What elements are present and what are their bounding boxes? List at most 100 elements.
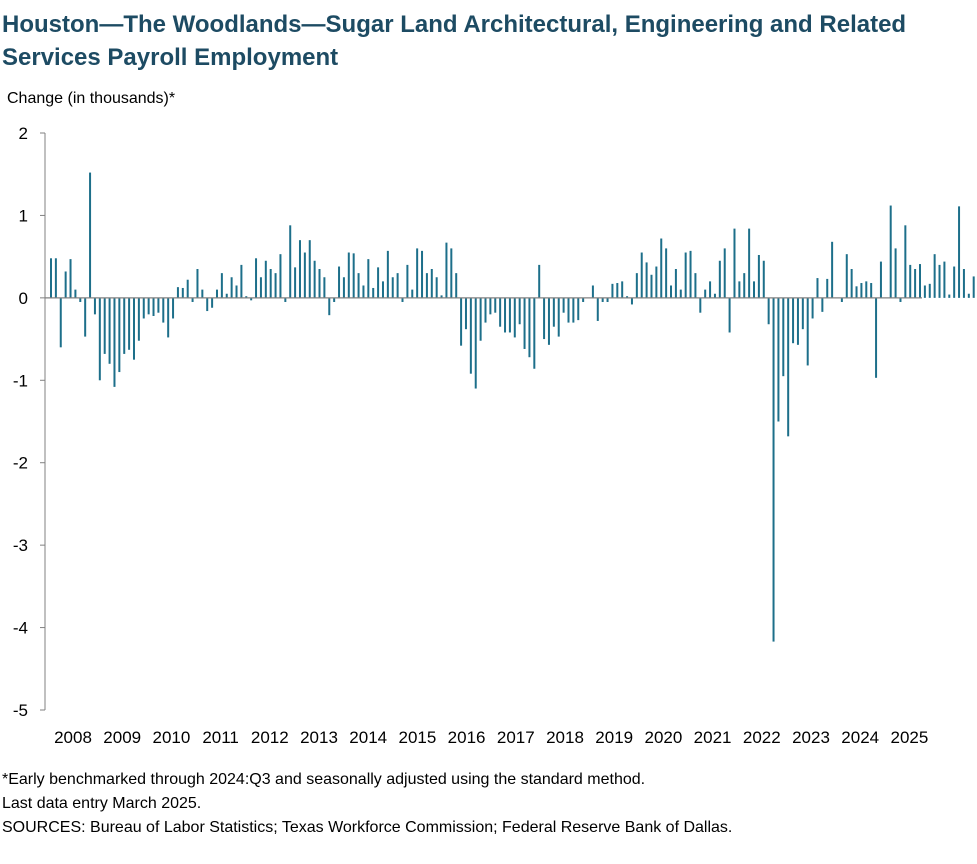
bar	[245, 296, 248, 298]
bar	[240, 264, 243, 298]
bar	[748, 228, 751, 298]
bar	[357, 273, 360, 298]
y-tick-label: -2	[13, 454, 28, 473]
bar	[904, 225, 907, 298]
bar	[176, 287, 179, 298]
bar	[416, 248, 419, 298]
bar	[972, 276, 975, 298]
bar	[606, 297, 609, 302]
bar	[347, 252, 350, 298]
bar	[840, 297, 843, 302]
bar	[255, 258, 258, 298]
bar	[723, 248, 726, 298]
bar	[181, 287, 184, 298]
bar	[352, 253, 355, 298]
bar	[899, 297, 902, 302]
bar	[303, 252, 306, 298]
bar	[225, 293, 228, 298]
bar	[132, 297, 135, 360]
x-tick-label: 2008	[54, 728, 92, 747]
bar	[279, 254, 282, 298]
chart-notes: *Early benchmarked through 2024:Q3 and s…	[2, 768, 732, 840]
y-axis: 2 1 0 -1 -2 -3 -4 -5	[13, 124, 46, 720]
bar	[250, 297, 253, 301]
x-tick-label: 2013	[300, 728, 338, 747]
bar	[738, 281, 741, 298]
bar	[206, 297, 209, 312]
bar	[367, 259, 370, 298]
bar	[938, 264, 941, 298]
bar	[684, 252, 687, 298]
bar-series	[45, 172, 975, 642]
bar	[577, 297, 580, 321]
bar	[670, 285, 673, 298]
bar	[967, 293, 970, 298]
bar	[308, 240, 311, 298]
bar	[552, 297, 555, 327]
bar	[342, 277, 345, 298]
bar	[338, 266, 341, 298]
bar	[616, 283, 619, 298]
bar	[123, 297, 126, 354]
bar	[635, 273, 638, 298]
bar	[381, 281, 384, 298]
x-tick-label: 2011	[202, 728, 239, 747]
y-tick-label: -5	[13, 701, 28, 720]
bar	[699, 297, 702, 313]
bar	[196, 269, 199, 298]
bar	[792, 297, 795, 344]
bar	[259, 277, 262, 298]
bar	[284, 297, 287, 302]
x-axis: 2008 2009 2010 2011 2012 2013 2014 2015 2016 2017…	[54, 728, 928, 747]
bar	[440, 295, 443, 298]
sources-note: SOURCES: Bureau of Labor Statistics; Tex…	[2, 819, 733, 836]
bar	[660, 238, 663, 298]
bar	[630, 297, 633, 305]
bar	[694, 273, 697, 298]
bar	[582, 297, 585, 302]
y-tick-label: 1	[19, 206, 28, 225]
bar	[421, 250, 424, 298]
bar	[572, 297, 575, 323]
bar	[201, 289, 204, 298]
bar	[919, 264, 921, 298]
bar	[430, 269, 433, 298]
bar	[108, 297, 111, 364]
bar	[235, 285, 238, 298]
bar	[728, 297, 731, 333]
bar	[533, 297, 536, 369]
bar	[323, 277, 326, 298]
bar	[591, 285, 594, 298]
bar	[142, 297, 145, 319]
bar	[865, 281, 868, 298]
bar	[445, 242, 448, 298]
bar	[826, 278, 829, 298]
x-tick-label: 2010	[152, 728, 190, 747]
bar	[59, 297, 62, 348]
bar	[757, 254, 760, 298]
y-axis-label: Change (in thousands)*	[7, 90, 176, 107]
bar	[704, 289, 707, 298]
bar	[953, 266, 956, 298]
bar	[782, 297, 785, 377]
bar	[50, 258, 52, 298]
bar	[494, 297, 497, 313]
bar	[386, 250, 389, 298]
bar	[875, 297, 878, 378]
bar	[211, 297, 214, 308]
x-tick-label: 2020	[644, 728, 682, 747]
bar	[958, 206, 961, 298]
bar	[767, 297, 770, 325]
x-tick-label: 2017	[497, 728, 535, 747]
x-tick-label: 2021	[694, 728, 732, 747]
bar	[425, 273, 428, 298]
y-tick-label: -4	[13, 619, 28, 638]
bar	[787, 297, 790, 437]
bar	[640, 252, 643, 298]
bar	[162, 297, 165, 323]
bar	[147, 297, 150, 315]
x-tick-label: 2022	[743, 728, 781, 747]
bar	[504, 297, 507, 333]
footnote: *Early benchmarked through 2024:Q3 and s…	[2, 771, 646, 788]
